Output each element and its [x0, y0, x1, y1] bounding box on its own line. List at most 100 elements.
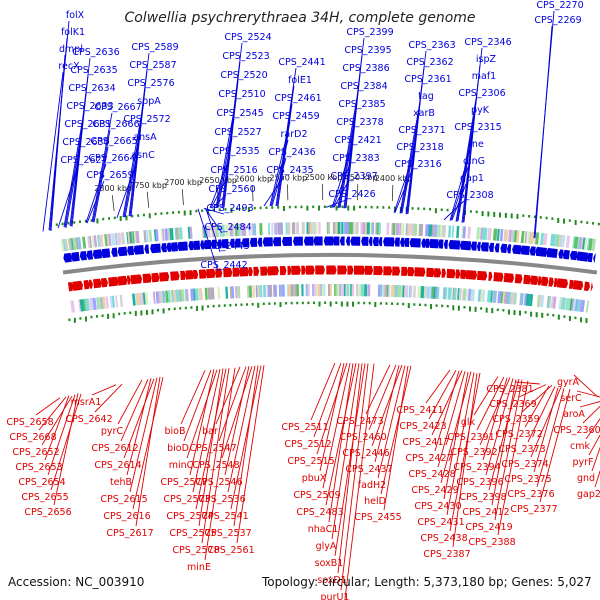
- gc-mark-0: [265, 206, 268, 209]
- forward-gene: [229, 238, 235, 248]
- reverse-gene: [460, 269, 467, 279]
- reverse-gene: [364, 265, 374, 275]
- gc-mark-0: [370, 205, 373, 209]
- kbp-tick-label: 2600 kbp: [234, 174, 272, 183]
- gc-mark-0: [323, 205, 326, 209]
- gc-mark-1: [234, 303, 237, 307]
- cog-feature-0: [448, 225, 452, 238]
- cog-feature-0: [220, 224, 224, 237]
- gc-mark-0: [423, 207, 426, 211]
- gc-mark-0: [504, 212, 507, 218]
- gene-label: CPS_2515: [287, 456, 334, 467]
- gene-label: CPS_2308: [446, 190, 493, 201]
- gc-mark-1: [179, 307, 182, 310]
- gene-leader: [41, 395, 73, 446]
- forward-gene: [313, 236, 323, 246]
- gc-mark-1: [223, 304, 226, 307]
- cog-feature-0: [530, 231, 535, 245]
- gc-mark-0: [271, 206, 274, 209]
- gc-mark-0: [131, 214, 134, 218]
- cog-feature-0: [456, 225, 460, 239]
- cog-feature-1: [91, 297, 95, 311]
- gene-label: CPS_2427: [405, 453, 452, 464]
- gc-mark-0: [148, 213, 151, 219]
- gene-leader: [325, 199, 347, 208]
- cog-feature-1: [558, 297, 564, 310]
- forward-gene: [188, 241, 194, 251]
- cog-feature-0: [515, 230, 520, 243]
- gc-mark-1: [480, 307, 483, 310]
- gc-mark-0: [510, 213, 513, 219]
- gene-label: CPS_2656: [24, 507, 71, 518]
- reverse-gene: [414, 267, 426, 277]
- gc-mark-1: [535, 312, 538, 318]
- gene-leader: [47, 394, 76, 476]
- gene-leader: [233, 365, 259, 527]
- cog-feature-1: [136, 292, 141, 306]
- accession-text: Accession: NC_003910: [8, 575, 145, 589]
- gene-label: CPS_2318: [396, 142, 443, 153]
- gene-label: CPS_2460: [339, 432, 386, 443]
- cog-feature-0: [213, 225, 218, 238]
- gene-label: CPS_2655: [21, 492, 68, 503]
- forward-gene: [281, 236, 292, 247]
- cog-feature-1: [169, 290, 174, 303]
- gc-mark-0: [341, 205, 344, 209]
- gc-mark-1: [129, 311, 132, 315]
- cog-feature-0: [93, 235, 98, 248]
- gc-mark-0: [125, 215, 128, 221]
- gene-leader: [534, 25, 553, 238]
- gene-leader: [209, 156, 231, 209]
- gene-leader: [63, 111, 85, 228]
- map-title: Colwellia psychrerythraea 34H, complete …: [124, 10, 476, 26]
- gene-label: CPS_2384: [340, 81, 387, 92]
- cog-feature-1: [158, 291, 163, 304]
- gene-label: CPS_2386: [342, 63, 389, 74]
- kbp-tick: [391, 184, 394, 201]
- gene-label: CPS_2537: [204, 528, 251, 539]
- gc-mark-1: [424, 303, 427, 307]
- cog-feature-0: [82, 236, 87, 249]
- cog-feature-1: [70, 300, 76, 313]
- gene-leader: [263, 175, 285, 207]
- cog-feature-0: [451, 225, 455, 238]
- gene-label: CPS_2524: [224, 32, 271, 43]
- cog-feature-0: [524, 231, 528, 244]
- gc-mark-1: [324, 301, 327, 305]
- forward-gene: [476, 241, 481, 251]
- gene-leader: [236, 365, 265, 544]
- gene-label: CPS_2395: [344, 45, 391, 56]
- reverse-gene: [315, 265, 325, 275]
- cog-feature-0: [71, 237, 75, 251]
- kbp-tick-label: 2700 kbp: [164, 178, 202, 187]
- cog-feature-0: [433, 224, 437, 237]
- gene-label: CPS_2578: [172, 545, 219, 556]
- forward-gene: [448, 240, 461, 250]
- gene-leader: [399, 101, 421, 214]
- cog-feature-0: [97, 234, 101, 248]
- gene-leader: [271, 157, 287, 207]
- gene-label: bar: [202, 426, 218, 437]
- gene-label: CPS_2346: [464, 37, 511, 48]
- cog-feature-0: [580, 237, 585, 250]
- reverse-gene: [553, 277, 559, 288]
- gene-leader: [473, 376, 499, 416]
- cog-feature-1: [513, 292, 518, 305]
- cog-feature-0: [483, 227, 488, 240]
- forward-gene: [241, 238, 250, 248]
- reverse-gene: [198, 269, 207, 279]
- gc-mark-1: [262, 302, 265, 306]
- gc-mark-1: [502, 309, 505, 312]
- gene-leader: [365, 364, 391, 415]
- cog-feature-1: [461, 288, 465, 301]
- gene-label: CPS_2429: [411, 485, 458, 496]
- gc-mark-1: [557, 314, 560, 320]
- reverse-gene: [72, 280, 84, 291]
- cog-feature-0: [428, 224, 433, 237]
- gene-leader: [215, 366, 241, 425]
- reverse-gene: [530, 275, 539, 286]
- gene-leader: [53, 393, 79, 506]
- reverse-gene: [572, 280, 584, 291]
- gene-leader: [123, 378, 155, 459]
- gene-label: CPS_2412: [462, 507, 509, 518]
